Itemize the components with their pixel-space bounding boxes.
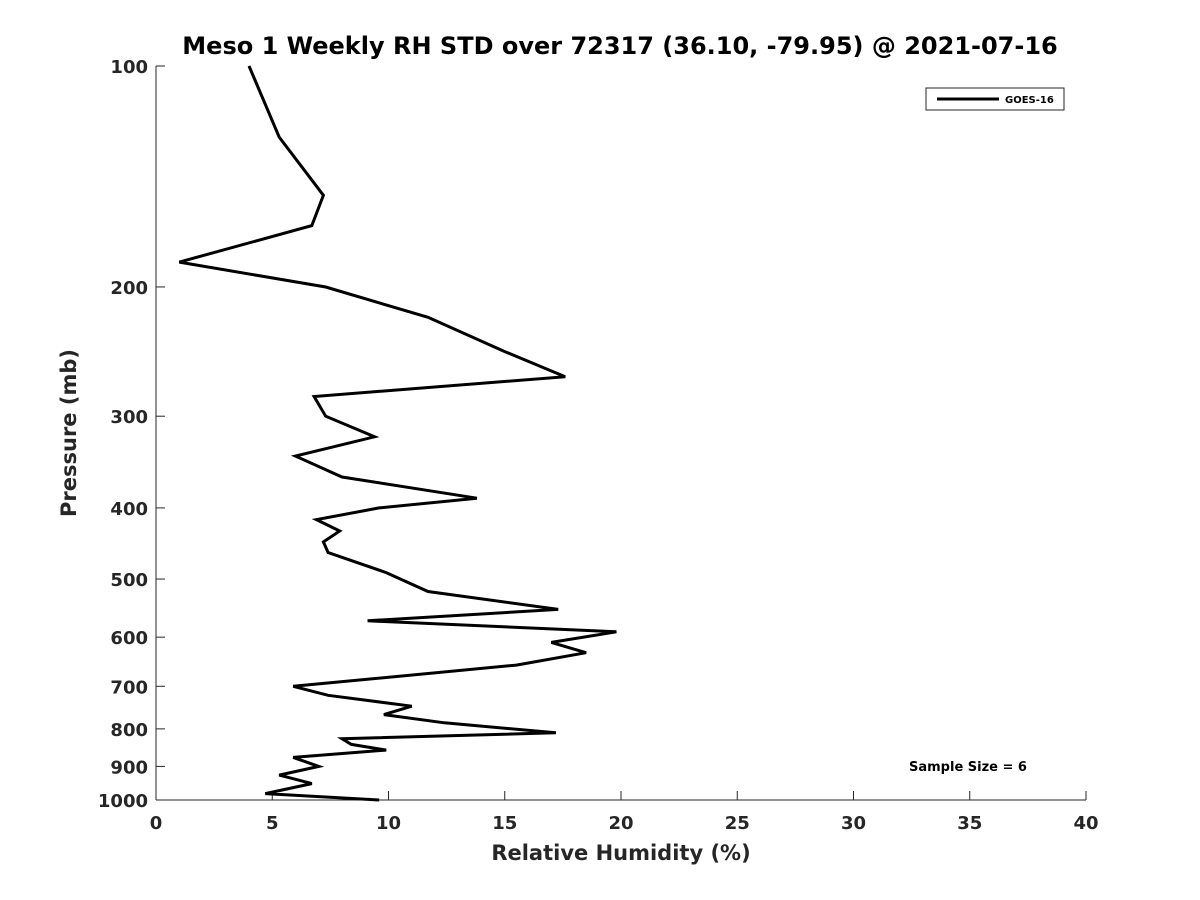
x-tick-label: 0 bbox=[150, 813, 163, 834]
y-tick-label: 200 bbox=[110, 278, 148, 299]
x-axis-ticks: 0 5 10 15 20 25 30 35 40 bbox=[150, 791, 1099, 834]
x-tick-label: 5 bbox=[266, 813, 279, 834]
y-axis-ticks: 100 200 300 400 500 600 700 800 900 1000 bbox=[98, 57, 165, 812]
y-tick-label: 500 bbox=[110, 570, 148, 591]
y-tick-label: 100 bbox=[110, 57, 148, 78]
chart-title: Meso 1 Weekly RH STD over 72317 (36.10, … bbox=[182, 32, 1057, 60]
y-axis-label: Pressure (mb) bbox=[57, 349, 81, 517]
y-tick-label: 900 bbox=[110, 757, 148, 778]
y-tick-label: 300 bbox=[110, 407, 148, 428]
legend: GOES-16 bbox=[925, 87, 1065, 111]
series-line-goes-16 bbox=[178, 65, 617, 802]
x-tick-label: 20 bbox=[608, 813, 633, 834]
x-tick-label: 25 bbox=[725, 813, 750, 834]
series-layer bbox=[178, 65, 617, 802]
sample-size-annotation: Sample Size = 6 bbox=[909, 760, 1027, 775]
y-tick-label: 600 bbox=[110, 628, 148, 649]
y-tick-label: 800 bbox=[110, 720, 148, 741]
x-tick-label: 10 bbox=[376, 813, 401, 834]
legend-entry-goes-16: GOES-16 bbox=[1005, 95, 1054, 106]
x-tick-label: 40 bbox=[1073, 813, 1098, 834]
x-axis-label: Relative Humidity (%) bbox=[491, 841, 750, 865]
y-tick-label: 400 bbox=[110, 499, 148, 520]
x-tick-label: 30 bbox=[841, 813, 866, 834]
y-tick-label: 1000 bbox=[98, 791, 148, 812]
y-tick-label: 700 bbox=[110, 677, 148, 698]
x-tick-label: 15 bbox=[492, 813, 517, 834]
x-tick-label: 35 bbox=[957, 813, 982, 834]
